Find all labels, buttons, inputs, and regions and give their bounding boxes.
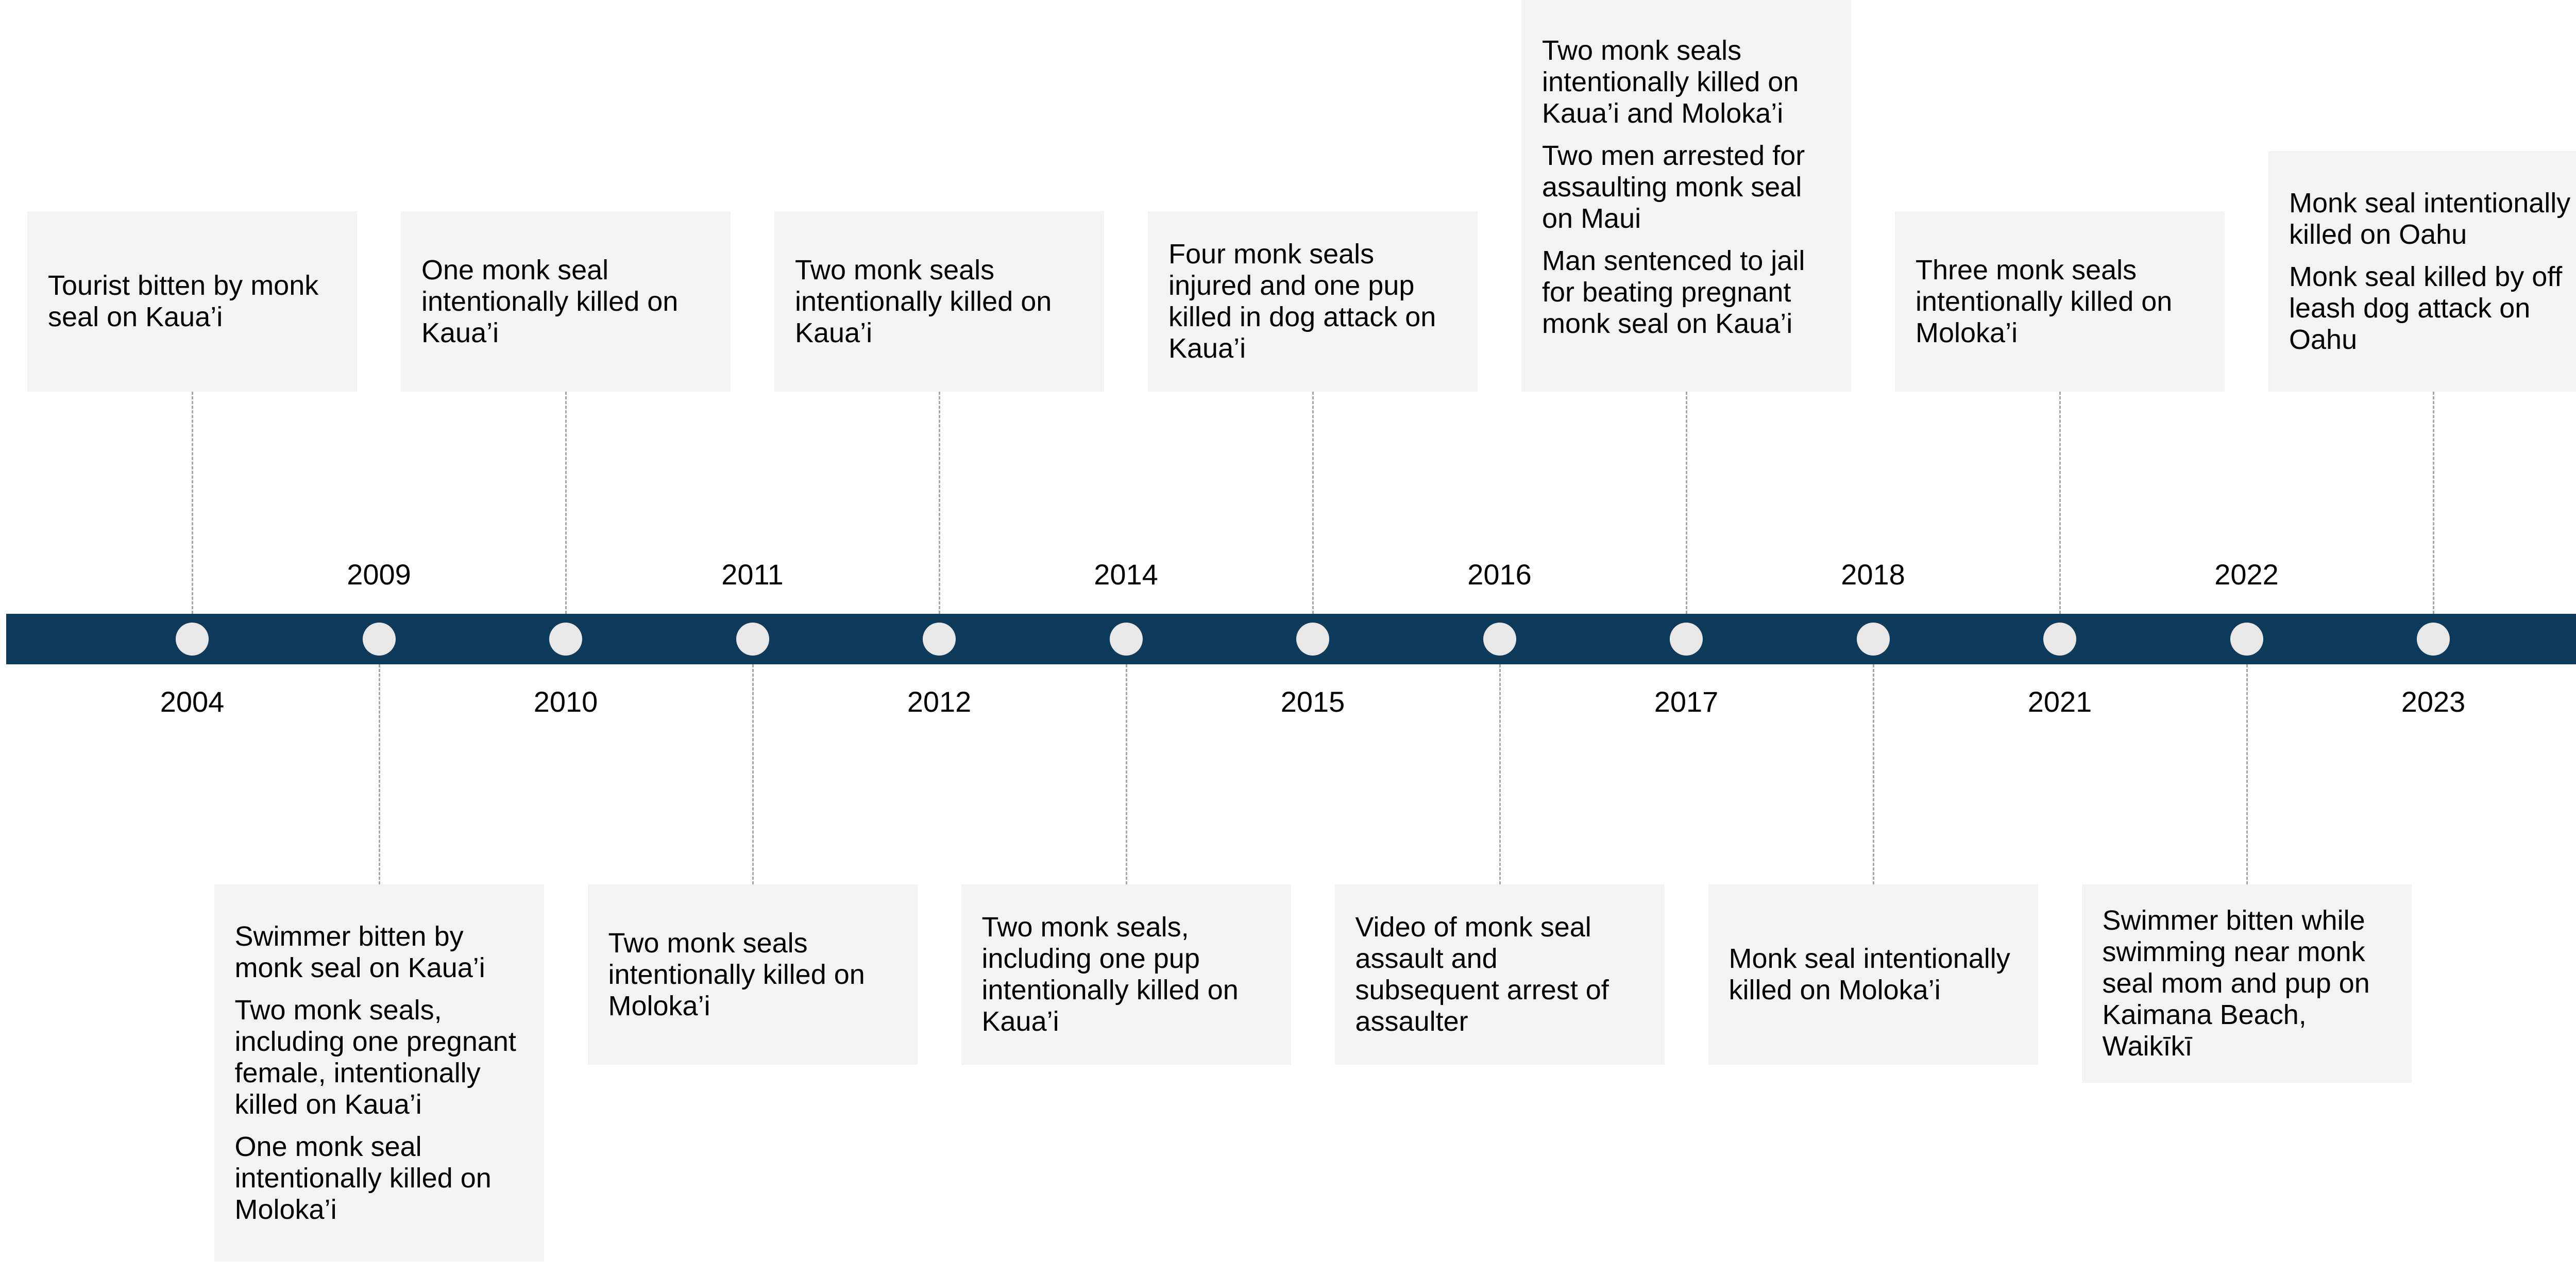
timeline-dot (736, 623, 769, 656)
timeline-dot (923, 623, 956, 656)
event-text: Tourist bitten by monk seal on Kaua’i (48, 270, 319, 332)
event-card: Two monk seals intentionally killed on M… (587, 884, 918, 1065)
event-text: Monk seal intentionally killed on Moloka… (1728, 943, 2010, 1005)
timeline-dot (549, 623, 582, 656)
connector-line (2059, 392, 2061, 614)
event-card: Swimmer bitten by monk seal on Kaua’i Two… (214, 884, 544, 1262)
year-label: 2017 (1654, 685, 1719, 718)
event-card: Video of monk seal assault and subsequen… (1334, 884, 1665, 1065)
event-text: Two monk seals intentionally killed on K… (1542, 35, 1799, 129)
timeline-dot (176, 623, 209, 656)
year-label: 2022 (2214, 558, 2279, 591)
timeline-dot (2417, 623, 2450, 656)
timeline-dot (1483, 623, 1516, 656)
event-text: Two monk seals, including one pregnant f… (234, 994, 516, 1120)
connector-line (1125, 664, 1127, 884)
connector-line (2433, 392, 2434, 614)
event-card: Two monk seals intentionally killed on K… (1521, 0, 1851, 392)
connector-line (2246, 664, 2248, 884)
event-card: One monk seal intentionally killed on Ka… (401, 211, 731, 392)
year-label: 2012 (907, 685, 972, 718)
event-text: Two men arrested for assaulting monk sea… (1542, 140, 1805, 234)
connector-line (1499, 664, 1501, 884)
event-text: Four monk seals injured and one pup kill… (1168, 239, 1436, 364)
year-label: 2015 (1280, 685, 1345, 718)
event-text: Two monk seals intentionally killed on M… (608, 927, 865, 1021)
year-label: 2009 (347, 558, 411, 591)
timeline-dot (1109, 623, 1143, 656)
event-text: One monk seal intentionally killed on Ka… (421, 254, 679, 348)
year-label: 2018 (1841, 558, 1905, 591)
event-text: Swimmer bitten by monk seal on Kaua’i (234, 920, 485, 983)
event-text: Man sentenced to jail for beating pregna… (1542, 245, 1805, 339)
event-text: Monk seal intentionally killed on Oahu (2289, 187, 2571, 250)
connector-line (1686, 392, 1687, 614)
event-card: Two monk seals intentionally killed on K… (774, 211, 1104, 392)
timeline-dot (1296, 623, 1329, 656)
connector-line (1872, 664, 1874, 884)
event-text: Monk seal killed by off leash dog attack… (2289, 261, 2563, 355)
connector-line (939, 392, 940, 614)
connector-line (378, 664, 380, 884)
timeline-dot (2230, 623, 2263, 656)
event-card: Two monk seals, including one pup intent… (961, 884, 1291, 1065)
event-text: Two monk seals, including one pup intent… (981, 912, 1239, 1037)
year-label: 2010 (533, 685, 598, 718)
connector-line (565, 392, 567, 614)
year-label: 2023 (2401, 685, 2466, 718)
year-label: 2004 (160, 685, 225, 718)
connector-line (192, 392, 193, 614)
event-card: Tourist bitten by monk seal on Kaua’i (27, 211, 357, 392)
timeline-dot (362, 623, 396, 656)
year-label: 2011 (721, 558, 784, 591)
connector-line (752, 664, 754, 884)
event-text: Two monk seals intentionally killed on K… (795, 254, 1052, 348)
event-text: Video of monk seal assault and subsequen… (1355, 912, 1609, 1037)
event-text: One monk seal intentionally killed on Mo… (234, 1131, 492, 1225)
event-card: Four monk seals injured and one pup kill… (1148, 211, 1478, 392)
event-card: Monk seal intentionally killed on Oahu Mo… (2268, 151, 2576, 392)
connector-line (1312, 392, 1314, 614)
event-card: Monk seal intentionally killed on Moloka… (1708, 884, 2038, 1065)
timeline-dot (1670, 623, 1703, 656)
event-card: Three monk seals intentionally killed on… (1895, 211, 2225, 392)
event-text: Swimmer bitten while swimming near monk … (2102, 905, 2370, 1062)
year-label: 2021 (2027, 685, 2092, 718)
event-text: Three monk seals intentionally killed on… (1916, 254, 2173, 348)
timeline-axis (6, 614, 2576, 664)
timeline-dot (2043, 623, 2076, 656)
year-label: 2014 (1094, 558, 1158, 591)
event-card: Swimmer bitten while swimming near monk … (2081, 884, 2412, 1083)
timeline-dot (1856, 623, 1890, 656)
year-label: 2016 (1467, 558, 1532, 591)
